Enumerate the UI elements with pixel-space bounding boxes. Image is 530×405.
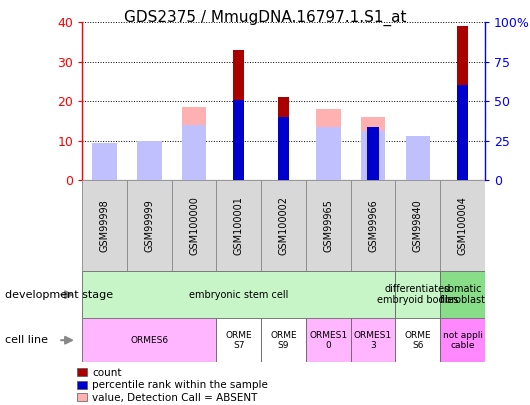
Legend: count, percentile rank within the sample, value, Detection Call = ABSENT, rank, : count, percentile rank within the sample… (77, 368, 268, 405)
Text: GSM100004: GSM100004 (457, 196, 467, 255)
Bar (92, 143, 117, 180)
Bar (137, 141, 162, 180)
Bar (182, 125, 206, 180)
Text: differentiated
embryoid bodies: differentiated embryoid bodies (377, 284, 458, 305)
Text: embryonic stem cell: embryonic stem cell (189, 290, 288, 300)
Bar (361, 117, 385, 180)
FancyBboxPatch shape (351, 180, 395, 271)
FancyBboxPatch shape (216, 318, 261, 362)
FancyBboxPatch shape (82, 180, 127, 271)
FancyBboxPatch shape (216, 180, 261, 271)
FancyBboxPatch shape (261, 318, 306, 362)
Text: ORME
S9: ORME S9 (270, 330, 297, 350)
Text: ORME
S7: ORME S7 (225, 330, 252, 350)
FancyBboxPatch shape (440, 271, 485, 318)
Bar (92, 149, 117, 180)
Text: ORMES6: ORMES6 (130, 336, 169, 345)
Text: GSM100000: GSM100000 (189, 196, 199, 255)
Text: GDS2375 / MmugDNA.16797.1.S1_at: GDS2375 / MmugDNA.16797.1.S1_at (123, 10, 407, 26)
Text: ORMES1
3: ORMES1 3 (354, 330, 392, 350)
Text: somatic
fibroblast: somatic fibroblast (439, 284, 485, 305)
Bar (316, 127, 341, 180)
Text: GSM100002: GSM100002 (279, 196, 288, 255)
FancyBboxPatch shape (172, 180, 216, 271)
FancyBboxPatch shape (261, 180, 306, 271)
FancyBboxPatch shape (440, 180, 485, 271)
Text: GSM99965: GSM99965 (323, 199, 333, 252)
FancyBboxPatch shape (351, 318, 395, 362)
FancyBboxPatch shape (395, 318, 440, 362)
Text: development stage: development stage (5, 290, 113, 300)
Text: GSM99998: GSM99998 (100, 199, 110, 252)
Bar (233, 100, 244, 180)
Text: not appli
cable: not appli cable (443, 330, 483, 350)
Bar (405, 136, 430, 180)
Bar (137, 143, 162, 180)
FancyBboxPatch shape (82, 271, 395, 318)
Bar (233, 50, 244, 180)
FancyBboxPatch shape (395, 271, 440, 318)
Bar (278, 97, 289, 180)
Text: GSM100001: GSM100001 (234, 196, 244, 255)
Text: GSM99966: GSM99966 (368, 199, 378, 252)
Text: cell line: cell line (5, 335, 48, 345)
Bar (182, 107, 206, 180)
FancyBboxPatch shape (82, 318, 216, 362)
Bar (457, 85, 468, 180)
Bar (278, 117, 289, 180)
FancyBboxPatch shape (127, 180, 172, 271)
Bar (316, 109, 341, 180)
Text: ORMES1
0: ORMES1 0 (309, 330, 347, 350)
Bar (367, 127, 378, 180)
FancyBboxPatch shape (395, 180, 440, 271)
Text: ORME
S6: ORME S6 (404, 330, 431, 350)
Bar (457, 26, 468, 180)
FancyBboxPatch shape (306, 318, 351, 362)
FancyBboxPatch shape (440, 318, 485, 362)
Bar (405, 137, 430, 180)
Text: GSM99999: GSM99999 (144, 199, 154, 252)
Bar (361, 131, 385, 180)
FancyBboxPatch shape (306, 180, 351, 271)
Text: GSM99840: GSM99840 (413, 199, 423, 252)
